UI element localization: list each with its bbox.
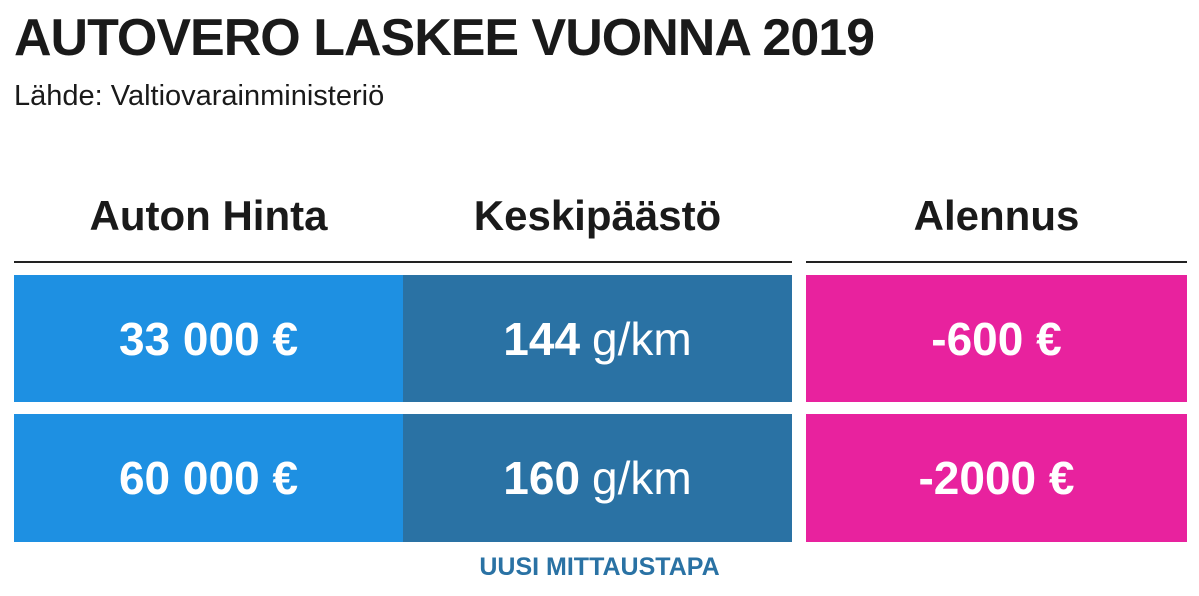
emission-cell: 160 g/km [403, 414, 792, 542]
emission-cell: 144 g/km [403, 275, 792, 402]
column-header: Keskipäästö [473, 192, 722, 239]
footer-note: UUSI MITTAUSTAPA [479, 553, 720, 581]
price: 60 000 € [118, 452, 299, 504]
source: Lähde: Valtiovarainministeriö [14, 80, 385, 112]
header-rule [806, 261, 1187, 263]
column-header: Auton Hinta [89, 192, 328, 239]
emission-unit: g/km [592, 312, 692, 365]
header-rule [14, 261, 792, 263]
discount-cell: -600 € [806, 275, 1187, 402]
discount: -2000 € [918, 452, 1075, 504]
column-header: Alennus [913, 192, 1080, 239]
price-cell: 60 000 € [14, 414, 403, 542]
emission: 160 [503, 452, 581, 504]
emission-unit: g/km [592, 452, 692, 504]
emission: 144 [503, 312, 581, 365]
discount-cell: -2000 € [806, 414, 1187, 542]
discount: -600 € [931, 312, 1062, 365]
price-cell: 33 000 € [14, 275, 403, 402]
price: 33 000 € [118, 312, 299, 365]
title: AUTOVERO LASKEE VUONNA 2019 [14, 9, 875, 67]
